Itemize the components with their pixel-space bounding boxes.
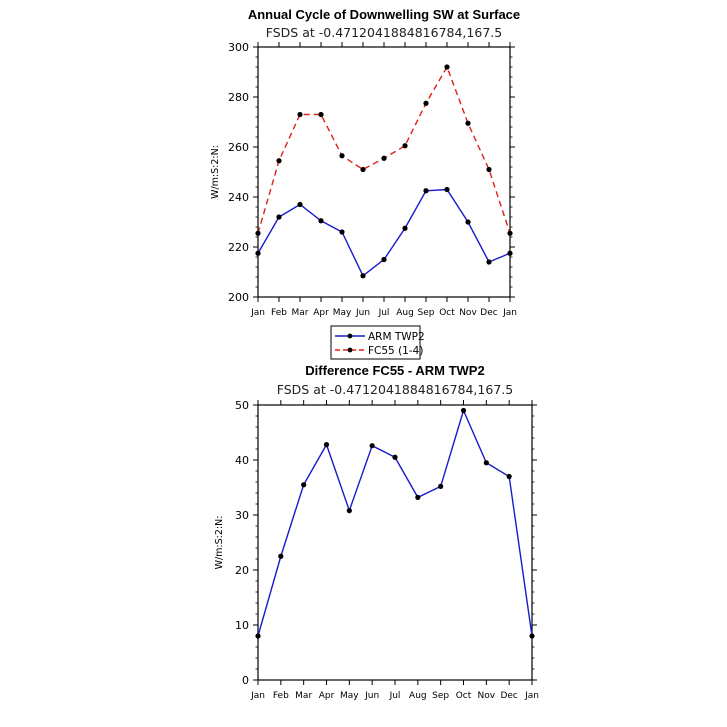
series-line-2 xyxy=(257,65,511,234)
x-tick-label: Jan xyxy=(502,308,517,318)
x-tick-label: Apr xyxy=(313,308,329,318)
x-tick-label: Sep xyxy=(418,308,435,318)
data-point xyxy=(318,218,324,224)
data-point xyxy=(423,100,429,106)
data-point xyxy=(318,111,324,118)
x-tick-label: Jul xyxy=(378,308,390,318)
data-point xyxy=(369,443,375,449)
data-point xyxy=(392,454,398,460)
y-axis-label: W/m:S:2:N: xyxy=(214,516,225,570)
x-tick-label: Aug xyxy=(396,308,414,318)
x-tick-label: Dec xyxy=(480,308,497,318)
x-tick-label: Jan xyxy=(250,308,265,318)
x-tick-label: Feb xyxy=(273,691,289,701)
data-point xyxy=(460,407,467,414)
data-point xyxy=(297,201,303,208)
x-tick-label: Aug xyxy=(409,691,427,701)
y-tick-label: 0 xyxy=(242,674,249,687)
data-point xyxy=(402,225,408,231)
data-point xyxy=(339,229,345,235)
chart-title: Annual Cycle of Downwelling SW at Surfac… xyxy=(248,7,520,22)
x-tick-label: Feb xyxy=(271,308,287,318)
y-tick-label: 300 xyxy=(228,41,249,54)
y-axis-label: W/m:S:2:N: xyxy=(210,145,221,199)
y-tick-label: 30 xyxy=(235,509,249,522)
x-tick-label: Oct xyxy=(439,308,455,318)
x-tick-label: Jan xyxy=(250,691,265,701)
legend-marker xyxy=(347,347,353,353)
data-point xyxy=(444,186,450,193)
y-tick-label: 10 xyxy=(235,619,249,632)
data-point xyxy=(402,143,408,149)
x-tick-label: Apr xyxy=(319,691,335,701)
data-point xyxy=(381,256,387,263)
data-point xyxy=(323,442,330,448)
y-tick-label: 50 xyxy=(235,399,249,412)
x-tick-label: May xyxy=(333,308,352,318)
legend-box xyxy=(330,325,421,360)
data-point xyxy=(423,188,429,194)
x-tick-label: Mar xyxy=(295,691,312,701)
x-tick-label: Mar xyxy=(292,308,309,318)
data-point xyxy=(276,158,282,164)
data-point xyxy=(381,155,387,161)
data-point xyxy=(346,508,352,514)
data-point xyxy=(415,494,421,500)
x-tick-label: Nov xyxy=(459,308,477,318)
chart-title: Difference FC55 - ARM TWP2 xyxy=(305,363,484,378)
data-point xyxy=(255,633,261,639)
data-point xyxy=(255,250,261,256)
data-point xyxy=(507,250,513,256)
y-tick-label: 20 xyxy=(235,564,249,577)
x-tick-label: Oct xyxy=(456,691,472,701)
legend-label-2: FC55 (1-4) xyxy=(368,345,423,357)
x-tick-label: May xyxy=(340,691,359,701)
data-point xyxy=(255,230,261,236)
chart-2: Difference FC55 - ARM TWP2 FSDS at -0.471… xyxy=(214,363,539,701)
data-point xyxy=(360,166,366,173)
x-tick-label: Nov xyxy=(478,691,496,701)
x-tick-label: Jul xyxy=(389,691,401,701)
x-tick-label: Sep xyxy=(432,691,449,701)
data-point xyxy=(529,633,535,639)
data-point xyxy=(297,111,303,118)
y-tick-label: 40 xyxy=(235,454,249,467)
data-point xyxy=(507,230,513,236)
data-point xyxy=(360,273,366,279)
series-line-1 xyxy=(257,408,533,637)
data-point xyxy=(465,219,471,225)
y-tick-label: 220 xyxy=(228,241,249,254)
data-point xyxy=(276,214,282,220)
x-tick-label: Dec xyxy=(500,691,517,701)
y-tick-label: 240 xyxy=(228,191,249,204)
data-point xyxy=(438,483,444,489)
chart-subtitle: FSDS at -0.4712041884816784,167.5 xyxy=(266,25,502,40)
data-point xyxy=(339,153,345,159)
y-tick-label: 280 xyxy=(228,91,249,104)
x-tick-label: Jun xyxy=(364,691,379,701)
legend-marker xyxy=(347,333,353,339)
plot-frame xyxy=(257,404,533,681)
data-point xyxy=(465,120,471,126)
data-point xyxy=(486,166,492,173)
chart-1: Annual Cycle of Downwelling SW at Surfac… xyxy=(210,7,520,360)
y-tick-label: 260 xyxy=(228,141,249,154)
legend-label-1: ARM TWP2 xyxy=(368,331,425,343)
data-point xyxy=(301,482,307,488)
data-point xyxy=(486,259,492,265)
series-line-1 xyxy=(257,188,511,277)
x-tick-label: Jun xyxy=(355,308,370,318)
data-point xyxy=(506,473,512,480)
legend: ARM TWP2 FC55 (1-4) xyxy=(330,325,425,360)
data-point xyxy=(444,64,450,70)
data-point xyxy=(278,553,284,559)
x-tick-label: Jan xyxy=(524,691,539,701)
data-point xyxy=(483,460,489,466)
y-tick-label: 200 xyxy=(228,291,249,304)
chart-subtitle: FSDS at -0.4712041884816784,167.5 xyxy=(277,382,513,397)
